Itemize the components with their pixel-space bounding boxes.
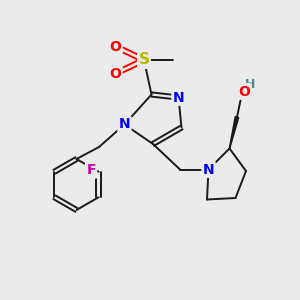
Text: N: N xyxy=(203,163,214,176)
Text: F: F xyxy=(86,163,96,177)
Text: O: O xyxy=(238,85,250,98)
Text: O: O xyxy=(110,67,122,80)
Text: H: H xyxy=(245,77,256,91)
Text: O: O xyxy=(110,40,122,53)
Text: N: N xyxy=(173,91,184,104)
Text: S: S xyxy=(139,52,149,68)
Text: N: N xyxy=(119,118,130,131)
Polygon shape xyxy=(229,117,239,148)
